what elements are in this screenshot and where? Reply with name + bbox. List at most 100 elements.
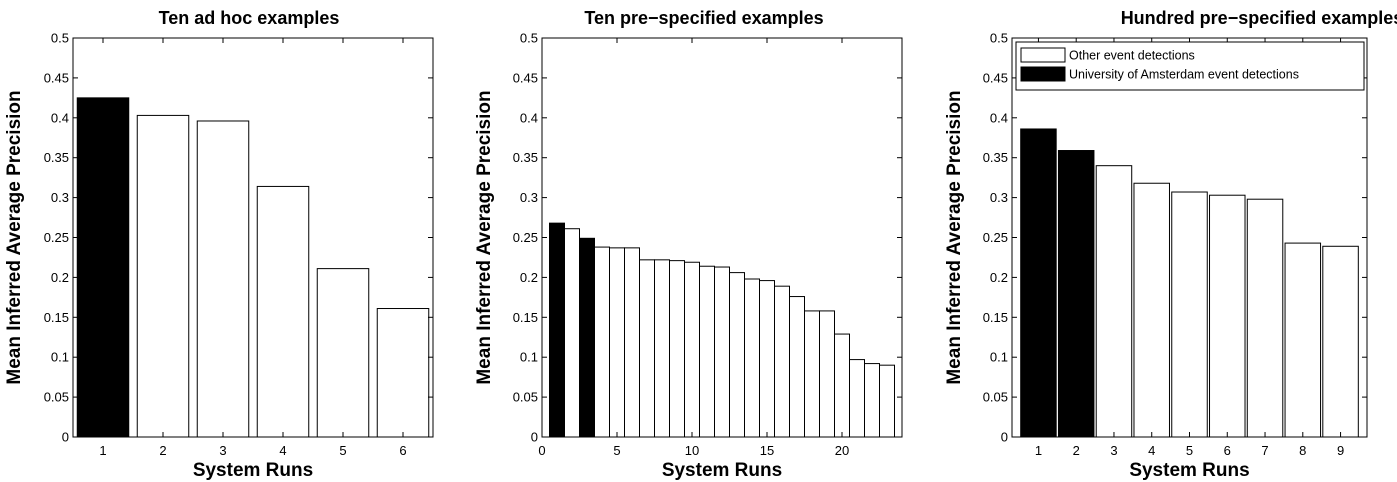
- x-tick-label: 6: [399, 443, 406, 458]
- bar-3-3: [1095, 165, 1133, 438]
- y-tick-label: 0.1: [990, 350, 1008, 365]
- bar-2-17: [789, 296, 805, 438]
- bar-1-3: [196, 120, 250, 438]
- x-tick-label: 3: [219, 443, 226, 458]
- x-axis-label: System Runs: [193, 460, 313, 481]
- y-tick-label: 0.5: [51, 31, 69, 46]
- x-tick-label: 4: [1148, 443, 1155, 458]
- y-tick-label: 0.1: [520, 350, 538, 365]
- chart-title: Ten ad hoc examples: [159, 8, 340, 28]
- bar-2-19: [819, 310, 835, 438]
- bar-1-6: [376, 308, 430, 438]
- legend-label-1: Other event detections: [1069, 49, 1195, 63]
- bar-2-11: [699, 265, 715, 438]
- x-tick-label: 4: [279, 443, 286, 458]
- bar-3-8: [1284, 242, 1322, 438]
- y-tick-label: 0.35: [44, 150, 69, 165]
- y-tick-label: 0.15: [513, 310, 538, 325]
- bar-2-16: [774, 285, 790, 438]
- legend-box: [1015, 41, 1365, 91]
- y-tick-label: 0.45: [983, 70, 1008, 85]
- x-tick-label: 1: [99, 443, 106, 458]
- y-tick-label: 0.5: [520, 31, 538, 46]
- bar-3-7: [1246, 198, 1284, 438]
- x-tick-label: 5: [339, 443, 346, 458]
- bar-3-5: [1171, 191, 1208, 438]
- y-tick-label: 0.35: [513, 150, 538, 165]
- bar-3-9: [1322, 245, 1359, 438]
- x-tick-label: 5: [1186, 443, 1193, 458]
- bar-2-6: [624, 247, 640, 438]
- bar-2-23: [879, 364, 895, 438]
- y-tick-label: 0: [1001, 430, 1008, 445]
- bar-3-4: [1133, 182, 1170, 438]
- y-tick-label: 0.4: [520, 110, 538, 125]
- y-tick-label: 0: [531, 430, 538, 445]
- bar-2-20: [834, 333, 850, 438]
- bar-2-12: [714, 266, 730, 438]
- bar-1-1: [76, 97, 130, 438]
- x-tick-label: 5: [613, 443, 620, 458]
- bar-2-7: [639, 259, 655, 438]
- y-axis-label: Mean Inferred Average Precision: [4, 90, 25, 384]
- y-tick-label: 0.25: [44, 230, 69, 245]
- bar-1-4: [256, 185, 310, 438]
- y-tick-label: 0.05: [983, 390, 1008, 405]
- y-tick-label: 0: [62, 430, 69, 445]
- x-axis-label: System Runs: [1129, 460, 1249, 481]
- legend-label-2: University of Amsterdam event detections: [1069, 68, 1299, 82]
- y-tick-label: 0.5: [990, 31, 1008, 46]
- y-tick-label: 0.2: [990, 270, 1008, 285]
- x-tick-label: 1: [1035, 443, 1042, 458]
- y-tick-label: 0.45: [44, 70, 69, 85]
- bar-3-6: [1209, 194, 1246, 438]
- y-tick-label: 0.3: [51, 190, 69, 205]
- bar-2-14: [744, 278, 760, 438]
- bar-3-2: [1057, 150, 1095, 438]
- bar-2-9: [669, 260, 685, 438]
- bar-2-3: [579, 237, 595, 438]
- bar-2-21: [849, 359, 865, 438]
- chart-title: Ten pre−specified examples: [584, 8, 823, 28]
- bar-2-4: [594, 246, 610, 438]
- bar-3-1: [1020, 128, 1057, 438]
- bar-2-13: [729, 272, 745, 438]
- legend-swatch-2: [1020, 66, 1066, 82]
- bar-2-1: [549, 222, 565, 438]
- chart-panel-1: 0 0.05 0.1 0.15 0.2 0.25 0.3 0.35 0.4 0.45 0.5 1 2 3 4…: [4, 8, 434, 481]
- y-tick-label: 0.2: [520, 270, 538, 285]
- x-tick-label: 15: [760, 443, 774, 458]
- bar-2-18: [804, 310, 820, 438]
- y-axis-label: Mean Inferred Average Precision: [474, 90, 495, 384]
- legend-swatch-1: [1020, 47, 1066, 63]
- legend: Other event detections University of Amst…: [1015, 41, 1365, 91]
- x-tick-label: 3: [1110, 443, 1117, 458]
- x-tick-label: 2: [159, 443, 166, 458]
- bar-1-5: [316, 268, 370, 438]
- y-tick-label: 0.1: [51, 350, 69, 365]
- y-tick-label: 0.3: [990, 190, 1008, 205]
- y-tick-label: 0.2: [51, 270, 69, 285]
- bar-2-5: [609, 247, 625, 438]
- y-tick-label: 0.45: [513, 70, 538, 85]
- x-axis-label: System Runs: [662, 460, 782, 481]
- bar-2-15: [759, 280, 775, 438]
- y-tick-label: 0.25: [983, 230, 1008, 245]
- y-tick-label: 0.4: [990, 110, 1008, 125]
- bar-2-2: [564, 228, 580, 438]
- x-tick-label: 2: [1073, 443, 1080, 458]
- x-tick-label: 10: [685, 443, 699, 458]
- bar-2-8: [654, 259, 670, 438]
- chart-title: Hundred pre−specified examples: [1121, 8, 1397, 28]
- chart-panel-2: 0 0.05 0.1 0.15 0.2 0.25 0.3 0.35 0.4 0.45 0.5 0 5 10…: [474, 8, 903, 481]
- x-tick-label: 0: [538, 443, 545, 458]
- y-tick-label: 0.3: [520, 190, 538, 205]
- y-tick-label: 0.4: [51, 110, 69, 125]
- y-tick-label: 0.05: [513, 390, 538, 405]
- x-tick-label: 8: [1299, 443, 1306, 458]
- bar-1-2: [136, 114, 190, 438]
- y-tick-label: 0.15: [983, 310, 1008, 325]
- y-tick-label: 0.25: [513, 230, 538, 245]
- y-axis-label: Mean Inferred Average Precision: [944, 90, 965, 384]
- bar-2-10: [684, 261, 700, 438]
